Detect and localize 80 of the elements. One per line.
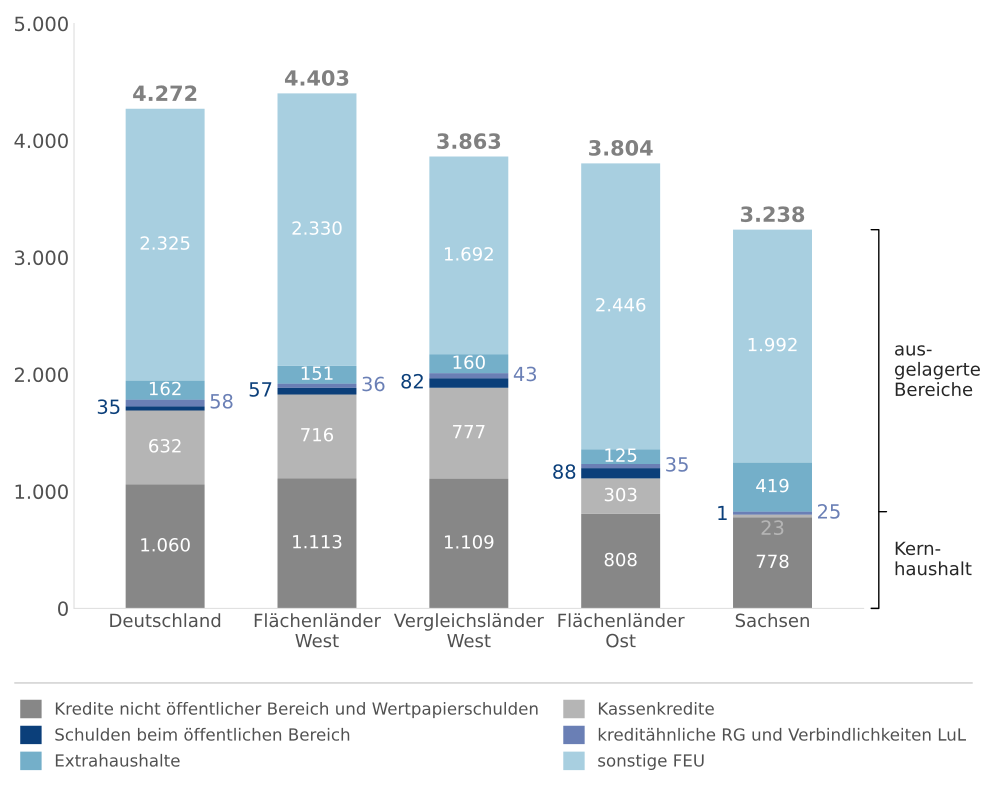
data-label: 35 bbox=[98, 399, 120, 414]
bar bbox=[733, 230, 812, 463]
text: aus- gelagerte Bereiche bbox=[894, 345, 980, 396]
data-label: 1.113 bbox=[293, 534, 342, 549]
bar bbox=[429, 478, 508, 608]
data-label: 25 bbox=[818, 504, 840, 519]
data-label: 1 bbox=[718, 506, 727, 520]
legend-label: sonstige FEU bbox=[598, 754, 704, 770]
x-tick-label: Flächenländer West bbox=[254, 613, 381, 648]
data-label: 716 bbox=[301, 428, 334, 442]
y-tick-label: 3.000 bbox=[14, 250, 68, 266]
bar bbox=[429, 378, 508, 388]
data-label: 82 bbox=[401, 374, 423, 389]
y-tick-label: 2.000 bbox=[14, 367, 68, 382]
data-label: 1.692 bbox=[444, 247, 493, 261]
data-label: 1.992 bbox=[748, 338, 797, 352]
bar bbox=[429, 373, 508, 378]
bar bbox=[126, 410, 205, 484]
y-tick-label: 4.000 bbox=[14, 133, 68, 148]
bar bbox=[733, 512, 812, 515]
bar bbox=[581, 514, 660, 608]
data-label: 125 bbox=[605, 448, 636, 462]
total-label: 3.804 bbox=[589, 140, 653, 156]
data-label: 160 bbox=[454, 355, 485, 370]
text: Kern- haushalt bbox=[896, 542, 972, 576]
bar bbox=[429, 388, 508, 479]
data-label: 808 bbox=[604, 552, 637, 566]
bar bbox=[733, 514, 812, 518]
bar bbox=[126, 380, 205, 400]
data-label: 419 bbox=[756, 478, 788, 492]
y-tick-label: 1.000 bbox=[16, 484, 68, 500]
y-tick-label: 5.000 bbox=[15, 16, 68, 32]
bar bbox=[581, 464, 660, 468]
bar bbox=[581, 468, 660, 478]
bar bbox=[278, 388, 356, 394]
total-label: 4.272 bbox=[133, 85, 196, 101]
data-label: 36 bbox=[362, 376, 385, 392]
bar bbox=[126, 406, 205, 410]
bar bbox=[278, 384, 356, 388]
bar bbox=[278, 366, 356, 384]
bar bbox=[581, 478, 660, 514]
legend-label: Kredite nicht öffentlicher Bereich und Wertpapierschulden bbox=[56, 702, 538, 718]
x-tick-label: Deutschland bbox=[110, 613, 220, 628]
data-label: 43 bbox=[514, 366, 536, 382]
bar bbox=[126, 484, 205, 608]
data-label: 1.060 bbox=[141, 538, 190, 552]
legend-label: Schulden beim öffentlichen Bereich bbox=[55, 728, 350, 741]
data-label: 162 bbox=[150, 382, 181, 396]
data-label: 778 bbox=[756, 554, 789, 568]
bar bbox=[278, 93, 356, 366]
bar bbox=[733, 517, 812, 608]
data-label: 151 bbox=[302, 366, 333, 380]
bar bbox=[581, 163, 660, 450]
data-label: 2.325 bbox=[140, 236, 190, 250]
data-label: 632 bbox=[149, 439, 181, 453]
y-tick-label: 0 bbox=[58, 601, 68, 616]
legend-label: Extrahaushalte bbox=[56, 754, 180, 767]
legend-label: kreditähnliche RG und Verbindlichkeiten LuL bbox=[598, 728, 966, 741]
bar bbox=[126, 108, 205, 381]
data-label: 303 bbox=[604, 488, 636, 502]
data-label: 57 bbox=[250, 382, 272, 397]
data-label: 2.330 bbox=[292, 221, 342, 235]
data-label: 35 bbox=[666, 457, 688, 472]
x-tick-label: Flächenländer Ost bbox=[558, 613, 685, 648]
bar bbox=[733, 462, 812, 512]
total-label: 3.238 bbox=[740, 206, 804, 222]
bar bbox=[278, 478, 356, 608]
total-label: 4.403 bbox=[284, 70, 348, 86]
data-label: 2.446 bbox=[596, 298, 646, 312]
total-label: 3.863 bbox=[437, 133, 500, 149]
data-label: 88 bbox=[553, 464, 576, 479]
x-tick-label: Vergleichsländer West bbox=[394, 613, 544, 648]
data-label: 777 bbox=[453, 425, 485, 438]
x-tick-label: Sachsen bbox=[736, 613, 809, 628]
data-label: 1.109 bbox=[444, 535, 494, 549]
bar bbox=[429, 156, 508, 354]
data-label: 58 bbox=[210, 394, 233, 409]
bar bbox=[126, 400, 205, 406]
bar bbox=[278, 394, 356, 478]
legend-label: Kassenkredite bbox=[598, 702, 714, 715]
